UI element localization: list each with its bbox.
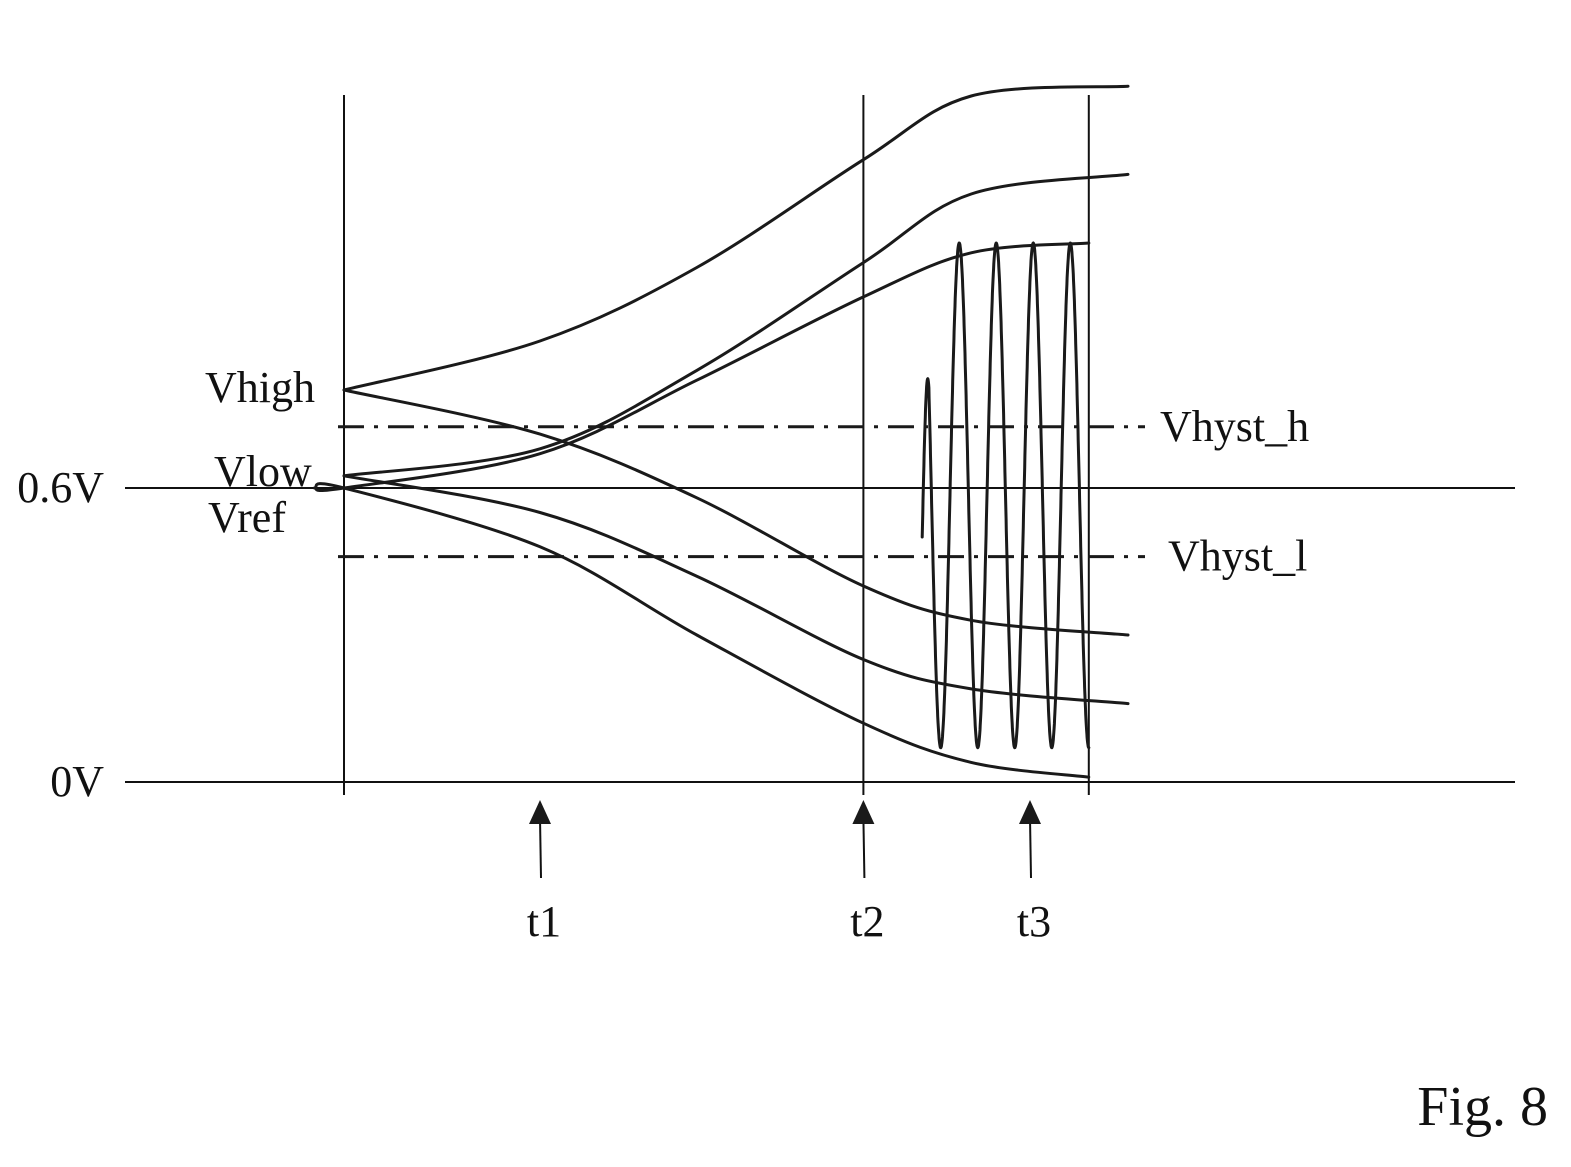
arrow-shaft — [1029, 817, 1032, 879]
curve-1 — [342, 84, 1130, 392]
time-mark-label: t2 — [850, 897, 884, 946]
series-label-vref: Vref — [208, 493, 286, 542]
oscillation-group — [920, 241, 1091, 750]
time-mark-t2: t2 — [850, 800, 885, 946]
curve-5 — [313, 241, 1091, 493]
arrow-head-icon — [529, 800, 551, 824]
time-marks: t1 t2 t3 — [527, 800, 1051, 946]
oscillation-signal — [920, 241, 1091, 750]
curve-6 — [313, 482, 1091, 779]
curves-group — [313, 84, 1130, 779]
axes-group — [125, 95, 1515, 795]
threshold-lines — [338, 425, 1145, 559]
curve-3 — [342, 172, 1130, 478]
arrow-head-icon — [852, 800, 875, 824]
y-tick-label: 0.6V — [17, 463, 104, 512]
curve-4 — [342, 474, 1130, 706]
time-mark-label: t1 — [527, 897, 561, 946]
arrow-shaft — [539, 817, 542, 879]
threshold-label: Vhyst_l — [1168, 532, 1307, 581]
arrow-head-icon — [1019, 800, 1041, 824]
time-mark-t3: t3 — [1017, 800, 1051, 946]
threshold-label: Vhyst_h — [1160, 402, 1309, 451]
time-mark-label: t3 — [1017, 897, 1051, 946]
y-tick-label: 0V — [50, 757, 104, 806]
time-mark-t1: t1 — [527, 800, 561, 946]
arrow-shaft — [862, 817, 866, 879]
series-label-vhigh: Vhigh — [205, 363, 315, 412]
series-label-vlow: Vlow — [214, 447, 312, 496]
figure-label: Fig. 8 — [1417, 1076, 1548, 1138]
